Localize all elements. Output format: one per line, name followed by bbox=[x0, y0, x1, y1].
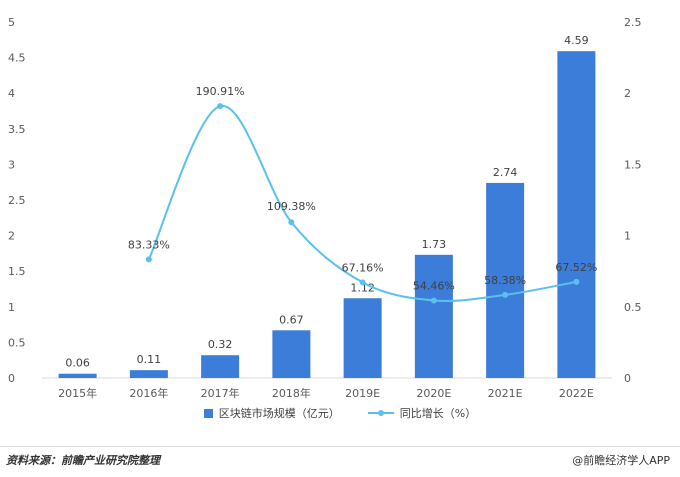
bar bbox=[414, 254, 453, 378]
bar bbox=[272, 330, 311, 378]
footer: 资料来源：前瞻产业研究院整理 @前瞻经济学人APP bbox=[0, 446, 680, 471]
line-data-labels: 83.33% 190.91% 109.38% 67.16% 54.46% 58.38% 67… bbox=[128, 85, 597, 292]
bar-value-label: 0.67 bbox=[279, 313, 304, 326]
x-tick-label: 2015年 bbox=[58, 386, 97, 400]
source-note: 资料来源：前瞻产业研究院整理 bbox=[6, 454, 160, 467]
x-tick-label: 2020E bbox=[416, 387, 451, 400]
left-y-tick: 4 bbox=[8, 87, 15, 100]
right-y-tick: 2.5 bbox=[624, 16, 642, 29]
left-y-tick: 3.5 bbox=[8, 123, 26, 136]
bar bbox=[343, 298, 382, 378]
brand-credit: @前瞻经济学人APP bbox=[572, 454, 670, 467]
left-y-tick: 2 bbox=[8, 230, 15, 243]
x-tick-label: 2021E bbox=[488, 387, 523, 400]
legend-bar-label: 区块链市场规模（亿元） bbox=[218, 407, 340, 420]
growth-value-label: 67.16% bbox=[342, 261, 384, 274]
growth-value-label: 54.46% bbox=[413, 279, 455, 292]
growth-point bbox=[359, 279, 366, 286]
line-series bbox=[145, 103, 580, 304]
legend-item-bar: 区块链市场规模（亿元） bbox=[203, 405, 340, 421]
bar-value-label: 0.06 bbox=[65, 357, 90, 370]
growth-point bbox=[217, 103, 224, 110]
legend: 区块链市场规模（亿元） 同比增长（%） bbox=[0, 405, 680, 421]
x-tick-label: 2017年 bbox=[201, 386, 240, 400]
right-y-axis: 0 0.5 1 1.5 2 2.5 bbox=[624, 16, 642, 385]
right-y-tick: 0.5 bbox=[624, 301, 642, 314]
bar-value-label: 2.74 bbox=[493, 166, 518, 179]
growth-line bbox=[147, 105, 577, 302]
growth-point bbox=[573, 278, 580, 285]
bar bbox=[201, 355, 240, 378]
left-y-tick: 4.5 bbox=[8, 52, 26, 65]
left-y-axis: 0 0.5 1 1.5 2 2.5 3 3.5 4 4.5 5 bbox=[8, 16, 26, 385]
bar-data-labels: 0.06 0.110.320.671.121.732.744.59 bbox=[65, 34, 588, 370]
right-y-tick: 1.5 bbox=[624, 158, 642, 171]
growth-value-label: 67.52% bbox=[555, 261, 597, 274]
left-y-tick: 0.5 bbox=[8, 336, 26, 349]
x-axis-tick-labels: 2015年 2016年 2017年 2018年 2019E 2020E 2021E 2022E bbox=[58, 386, 594, 400]
x-tick-label: 2016年 bbox=[129, 386, 168, 400]
legend-bar-swatch bbox=[203, 408, 213, 418]
chart: 0 0.5 1 1.5 2 2.5 3 3.5 4 4.5 5 0 0.5 1 1.5 2 2.5 0.06 0… bbox=[8, 16, 642, 400]
growth-value-label: 109.38% bbox=[267, 200, 316, 213]
bar bbox=[486, 182, 525, 378]
bar-value-label: 4.59 bbox=[564, 34, 589, 47]
legend-line-swatch bbox=[367, 408, 394, 418]
bar bbox=[58, 373, 97, 378]
left-y-tick: 5 bbox=[8, 16, 15, 29]
legend-line-label: 同比增长（%） bbox=[399, 407, 477, 420]
left-y-tick: 1.5 bbox=[8, 265, 26, 278]
growth-value-label: 190.91% bbox=[196, 85, 245, 98]
growth-point bbox=[430, 297, 437, 304]
bar bbox=[129, 370, 168, 378]
legend-item-line: 同比增长（%） bbox=[367, 405, 477, 421]
growth-point bbox=[288, 219, 295, 226]
right-y-tick: 2 bbox=[624, 87, 631, 100]
right-y-tick: 0 bbox=[624, 372, 631, 385]
growth-value-label: 83.33% bbox=[128, 238, 170, 251]
x-tick-label: 2019E bbox=[345, 387, 380, 400]
bar-series bbox=[58, 51, 596, 378]
left-y-tick: 0 bbox=[8, 372, 15, 385]
bar bbox=[557, 51, 596, 378]
x-tick-label: 2022E bbox=[559, 387, 594, 400]
left-y-tick: 3 bbox=[8, 158, 15, 171]
growth-point bbox=[502, 291, 509, 298]
bar-value-label: 0.32 bbox=[208, 338, 233, 351]
x-tick-label: 2018年 bbox=[272, 386, 311, 400]
growth-point bbox=[145, 256, 152, 263]
bar-value-label: 0.11 bbox=[137, 353, 162, 366]
left-y-tick: 2.5 bbox=[8, 194, 26, 207]
right-y-tick: 1 bbox=[624, 230, 631, 243]
left-y-tick: 1 bbox=[8, 301, 15, 314]
growth-value-label: 58.38% bbox=[484, 274, 526, 287]
bar-value-label: 1.73 bbox=[422, 238, 447, 251]
